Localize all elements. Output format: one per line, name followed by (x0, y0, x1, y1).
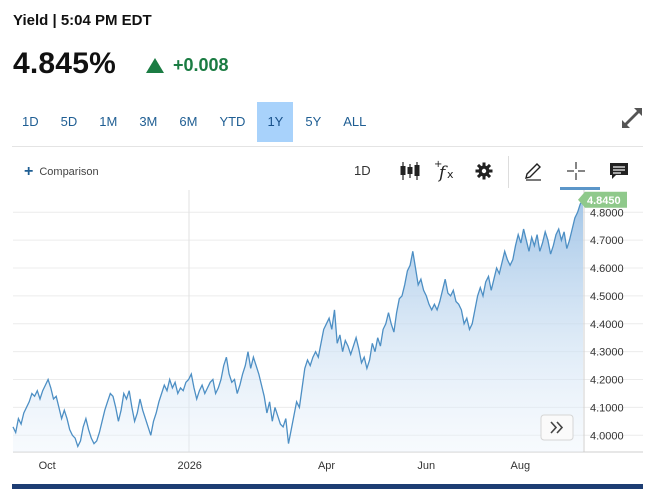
svg-text:x: x (447, 168, 454, 181)
range-tab-all[interactable]: ALL (343, 114, 367, 129)
range-tab-ytd[interactable]: YTD (219, 114, 246, 129)
comment-icon[interactable] (606, 158, 632, 184)
range-tab-1m[interactable]: 1M (99, 114, 118, 129)
range-tab-5d[interactable]: 5D (60, 114, 78, 129)
y-tick-label: 4.2000 (590, 375, 624, 387)
range-tab-1y[interactable]: 1Y (257, 102, 294, 142)
range-tabs: 1D 5D 1M 3M 6M YTD 1Y 5Y ALL (12, 102, 378, 142)
range-tab-5y[interactable]: 5Y (305, 114, 322, 129)
y-tick-label: 4.6000 (590, 263, 624, 275)
last-value-label: 4.8450 (587, 195, 621, 207)
scroll-right-button[interactable] (540, 414, 574, 441)
x-tick-label: Jun (417, 460, 435, 472)
candlestick-icon[interactable] (397, 158, 423, 184)
plus-icon: + (24, 163, 34, 180)
yield-price: 4.845% (13, 47, 116, 80)
toolbar-divider (12, 146, 643, 147)
y-tick-label: 4.3000 (590, 347, 624, 359)
range-tab-1d[interactable]: 1D (22, 114, 39, 129)
header-title: Yield | 5:04 PM EDT (13, 12, 152, 29)
y-tick-label: 4.7000 (590, 235, 624, 247)
x-tick-label: Oct (39, 460, 56, 472)
function-icon[interactable]: + f x (433, 158, 459, 184)
crosshair-active-indicator (560, 187, 600, 190)
gear-icon[interactable] (471, 158, 497, 184)
toolbar-separator (508, 156, 509, 188)
comparison-label: Comparison (39, 166, 99, 178)
y-tick-label: 4.5000 (590, 291, 624, 303)
comparison-button[interactable]: + Comparison (24, 163, 99, 180)
expand-icon[interactable] (620, 106, 644, 130)
range-tab-6m[interactable]: 6M (179, 114, 198, 129)
price-change-value: +0.008 (173, 55, 229, 75)
y-tick-label: 4.0000 (590, 430, 624, 442)
x-tick-label: Aug (511, 460, 531, 472)
y-tick-label: 4.8000 (590, 207, 624, 219)
y-tick-label: 4.4000 (590, 319, 624, 331)
series-area (13, 199, 583, 452)
pencil-icon[interactable] (520, 158, 546, 184)
up-triangle-icon (146, 58, 164, 73)
y-tick-label: 4.1000 (590, 402, 624, 414)
svg-text:+: + (434, 160, 442, 170)
price-change: +0.008 (146, 55, 229, 76)
x-tick-label: 2026 (177, 460, 201, 472)
x-tick-label: Apr (318, 460, 335, 472)
interval-selector[interactable]: 1D (354, 163, 371, 178)
last-value-badge (578, 191, 627, 208)
chart-footer-bar (12, 484, 643, 489)
series-line (12, 199, 584, 449)
yield-chart[interactable]: 4.0000 4.1000 4.2000 4.3000 4.4000 4.5000 4.60… (0, 190, 649, 484)
svg-text:f: f (437, 163, 448, 182)
double-chevron-right-icon (550, 421, 564, 434)
crosshair-icon[interactable] (563, 158, 589, 184)
range-tab-3m[interactable]: 3M (139, 114, 158, 129)
